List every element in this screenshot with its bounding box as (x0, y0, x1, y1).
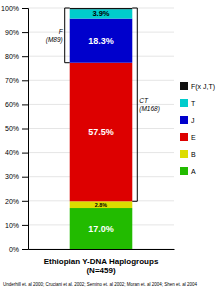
tick: 40% (5, 149, 28, 156)
grid (28, 8, 174, 249)
tick-label: 10% (5, 222, 19, 229)
text-line: (N=459) (86, 266, 115, 275)
legend-swatch (180, 99, 188, 107)
text-line: F (59, 28, 64, 35)
tick-mark (22, 8, 28, 9)
bracket-end (65, 62, 70, 63)
legend-label: A (191, 168, 196, 175)
bracket-end (132, 8, 137, 9)
footnote: Underhill et. al 2000; Cruciani et al. 2… (3, 282, 198, 287)
chart: 17.0% 2.8% 57.5% 18.3% 3.9% 0% 10% 20% 30% 40% 50%… (0, 0, 220, 289)
annotation: CT(M168) (139, 97, 160, 113)
plot: 17.0% 2.8% 57.5% 18.3% 3.9% 0% 10% 20% 30% 40% 50%… (1, 5, 174, 253)
annotations: F(M89) CT(M168) (46, 8, 160, 201)
tick-mark (22, 80, 28, 81)
text-line: (M168) (139, 105, 160, 113)
tick: 20% (5, 198, 28, 205)
legend-item: B (180, 150, 196, 158)
tick: 0% (9, 246, 28, 253)
legend-label: E (191, 134, 196, 141)
bracket-end (132, 201, 137, 202)
tick-label: 80% (5, 53, 19, 60)
tick-mark (22, 177, 28, 178)
legend-label: T (191, 100, 196, 107)
bar-segment (70, 63, 133, 202)
tick-label: 70% (5, 77, 19, 84)
tick: 90% (5, 29, 28, 36)
tick-label: 60% (5, 101, 19, 108)
tick-label: 50% (5, 125, 19, 132)
legend-swatch (180, 82, 188, 90)
legend-item: F(x J,T) (180, 82, 215, 91)
tick: 80% (5, 53, 28, 60)
tick: 50% (5, 125, 28, 132)
tick-mark (22, 153, 28, 154)
tick-label: 100% (1, 5, 19, 12)
bar-segment (70, 19, 133, 63)
legend-swatch (180, 133, 188, 141)
x-axis (29, 249, 175, 251)
axis-line (22, 9, 29, 250)
data-labels: 17.0% 2.8% 57.5% 18.3% 3.9% (88, 9, 114, 233)
bar-segment (70, 208, 133, 249)
axis-line (29, 249, 175, 250)
tick-mark (22, 104, 28, 105)
data-label: 3.9% (92, 9, 109, 18)
text-line: CT (139, 97, 149, 104)
tick-label: 40% (5, 149, 19, 156)
data-label: 17.0% (88, 224, 114, 234)
bar-segment (70, 9, 133, 18)
tick-mark (22, 129, 28, 130)
bar-segment (70, 201, 133, 208)
annotation: F(M89) (46, 28, 64, 44)
legend: F(x J,T) T J E B A (180, 82, 215, 175)
legend-swatch (180, 150, 188, 158)
data-label: 57.5% (88, 127, 114, 137)
bars (70, 8, 133, 249)
bracket-end (65, 8, 70, 9)
bracket-span (64, 8, 65, 63)
tick-mark (22, 201, 28, 202)
tick-label: 0% (9, 246, 19, 253)
bracket-span (137, 8, 138, 201)
tick: 30% (5, 173, 28, 180)
bracket (65, 8, 70, 63)
title: Ethiopian Y-DNA Haplogroups(N=459) (44, 257, 159, 275)
legend-label: B (191, 151, 196, 158)
legend-item: E (180, 133, 196, 141)
text-line: (M89) (46, 36, 63, 44)
legend-item: J (180, 116, 195, 124)
bracket (132, 8, 137, 201)
data-label: 2.8% (95, 202, 107, 208)
tick-label: 20% (5, 198, 19, 205)
tick: 100% (1, 5, 28, 12)
tick-mark (22, 32, 28, 33)
legend-item: A (180, 167, 196, 175)
tick: 10% (5, 222, 28, 229)
text-line: Ethiopian Y-DNA Haplogroups (44, 257, 159, 266)
legend-item: T (180, 99, 196, 107)
tick-mark (22, 249, 28, 250)
tick-mark (22, 56, 28, 57)
tick: 60% (5, 101, 28, 108)
tick-mark (22, 225, 28, 226)
legend-label: J (191, 117, 195, 124)
legend-swatch (180, 116, 188, 124)
tick: 70% (5, 77, 28, 84)
legend-label: F(x J,T) (191, 83, 215, 91)
data-label: 18.3% (88, 36, 114, 46)
grid-line (28, 8, 174, 9)
legend-swatch (180, 167, 188, 175)
tick-label: 90% (5, 29, 19, 36)
y-axis: 0% 10% 20% 30% 40% 50% 60% 70% 80% 90% 100% (1, 5, 28, 253)
tick-label: 30% (5, 173, 19, 180)
